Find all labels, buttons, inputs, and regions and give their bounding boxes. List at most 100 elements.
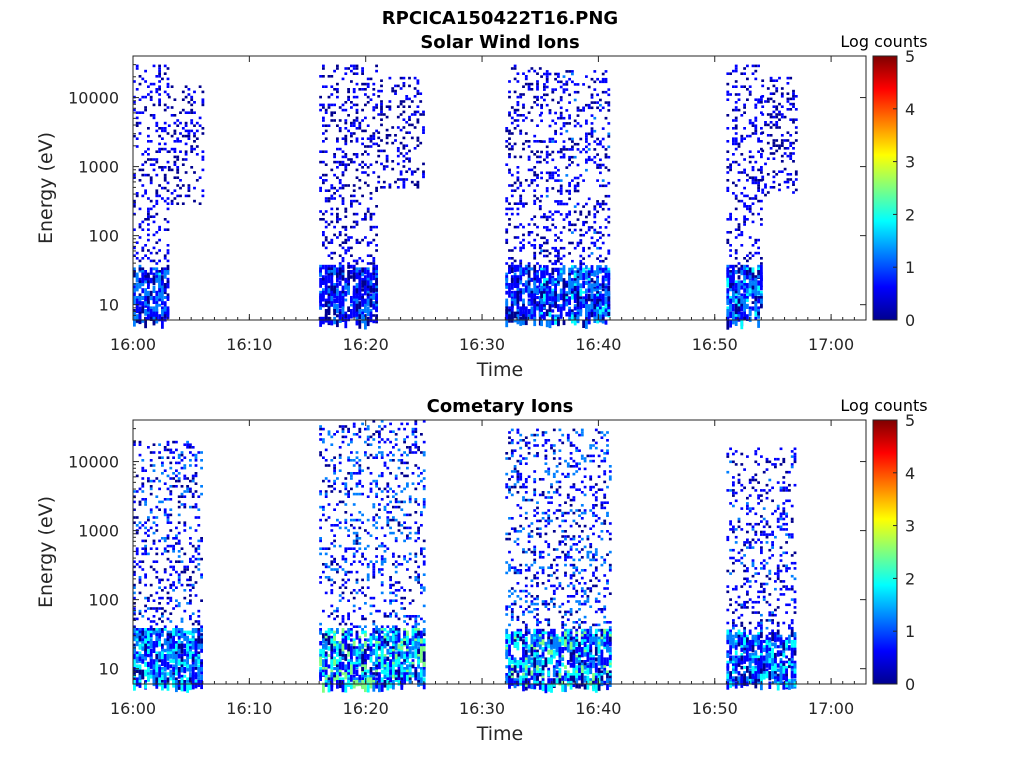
data-cell (149, 492, 153, 496)
data-cell (347, 495, 350, 498)
data-cell (422, 162, 425, 166)
data-cell (338, 218, 342, 221)
data-cell (406, 651, 409, 660)
data-cell (170, 106, 174, 109)
data-cell (355, 433, 359, 436)
data-cell (596, 93, 599, 97)
data-cell (551, 174, 555, 177)
data-cell (333, 173, 336, 177)
data-cell (344, 184, 348, 187)
data-cell (133, 490, 136, 493)
data-cell (582, 267, 585, 273)
data-cell (366, 456, 370, 459)
data-cell (737, 145, 741, 148)
data-cell (527, 223, 531, 226)
data-cell (375, 492, 378, 496)
data-cell (355, 581, 359, 584)
data-cell (194, 490, 198, 493)
data-cell (543, 140, 546, 143)
data-cell (399, 102, 403, 106)
data-cell (169, 659, 173, 663)
data-cell (361, 72, 364, 75)
data-cell (599, 283, 602, 288)
data-cell (743, 272, 746, 276)
data-cell (147, 212, 150, 216)
data-cell (510, 277, 514, 285)
data-cell (181, 98, 185, 101)
data-cell (338, 163, 342, 166)
data-cell (737, 288, 741, 296)
data-cell (389, 576, 392, 579)
data-cell (158, 633, 161, 642)
data-cell (380, 542, 384, 545)
y-tick-label: 10 (99, 296, 119, 315)
data-cell (180, 633, 184, 639)
data-cell (510, 264, 514, 270)
data-cell (394, 581, 398, 584)
data-cell (135, 319, 139, 323)
data-cell (364, 163, 367, 166)
data-cell (513, 225, 517, 229)
data-cell (593, 88, 597, 91)
data-cell (338, 233, 342, 237)
data-cell (194, 620, 198, 623)
data-cell (754, 301, 758, 306)
data-cell (576, 184, 580, 188)
data-cell (358, 314, 362, 320)
data-cell (420, 667, 423, 671)
data-cell (147, 596, 150, 600)
data-cell (740, 270, 744, 276)
data-cell (751, 272, 755, 279)
data-cell (147, 257, 150, 260)
data-cell (361, 555, 364, 558)
data-cell (527, 314, 531, 319)
data-cell (760, 257, 763, 260)
data-cell (333, 306, 336, 310)
data-cell (155, 654, 159, 662)
data-cell (184, 194, 188, 198)
data-cell (352, 88, 356, 91)
data-cell (161, 166, 164, 169)
data-cell (341, 267, 345, 271)
data-cell (163, 659, 167, 669)
data-cell (585, 145, 588, 149)
data-cell (408, 654, 412, 659)
data-cell (601, 319, 605, 324)
data-cell (510, 173, 514, 177)
data-cell (386, 516, 390, 519)
data-cell (372, 134, 376, 138)
data-cell (163, 513, 167, 517)
data-cell (420, 472, 423, 475)
data-cell (505, 238, 509, 242)
data-cell (141, 249, 145, 252)
data-cell (149, 674, 153, 679)
data-cell (740, 244, 744, 247)
data-cell (338, 186, 342, 190)
data-cell (593, 304, 597, 313)
colorbar-tick-label: 3 (905, 153, 915, 172)
data-cell (319, 75, 322, 78)
data-cell (734, 85, 738, 88)
data-cell (133, 254, 136, 257)
data-cell (540, 194, 543, 198)
data-cell (369, 667, 373, 675)
data-cell (366, 288, 370, 292)
data-cell (508, 171, 511, 174)
data-cell (338, 425, 342, 428)
data-cell (545, 189, 549, 193)
x-axis-label: Time (476, 359, 524, 381)
data-cell (585, 202, 588, 206)
data-cell (163, 301, 167, 312)
data-cell (510, 306, 514, 313)
data-cell (138, 521, 142, 524)
data-cell (408, 672, 412, 676)
data-cell (133, 199, 136, 203)
data-cell (530, 67, 534, 70)
data-cell (344, 233, 348, 237)
data-cell (400, 664, 404, 670)
data-cell (383, 612, 387, 615)
panel-title: Solar Wind Ions (420, 32, 579, 53)
data-cell (754, 277, 758, 281)
data-cell (322, 132, 325, 135)
data-cell (545, 77, 549, 81)
